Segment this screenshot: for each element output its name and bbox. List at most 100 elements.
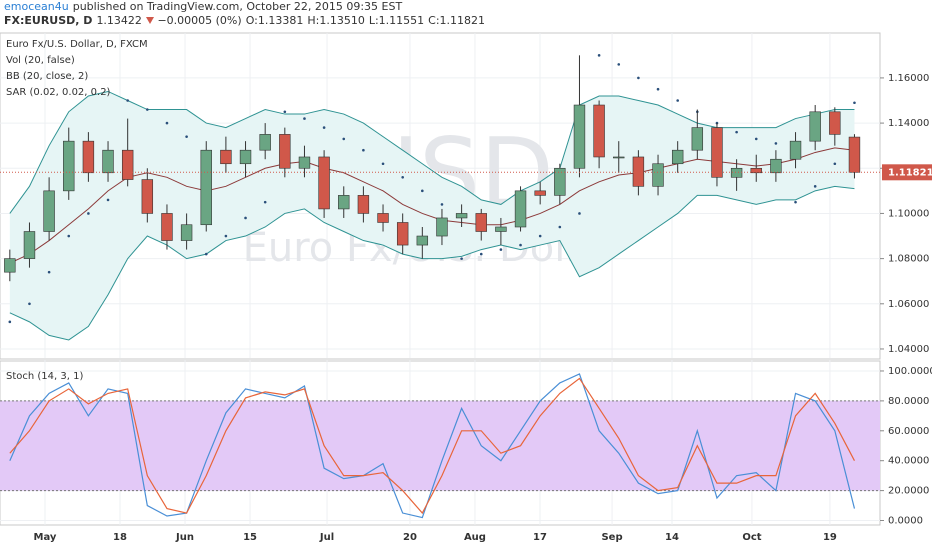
sar-dot — [833, 162, 837, 166]
y-tick-label: 40.0000 — [888, 456, 929, 467]
open: O:1.13381 — [245, 14, 304, 27]
sar-dot — [460, 257, 463, 260]
sar-dot — [47, 270, 51, 274]
indicator-label: Vol (20, false) — [6, 55, 75, 66]
candle-body — [730, 167, 743, 178]
x-tick-label: Sep — [601, 532, 622, 543]
sar-dot — [342, 137, 346, 141]
indicator-label: BB (20, close, 2) — [6, 71, 88, 82]
sar-dot — [146, 108, 149, 111]
sar-dot — [637, 76, 640, 80]
bb-line — [9, 185, 855, 341]
candle-body — [632, 156, 645, 187]
candle-body — [141, 179, 154, 214]
sar-dot — [853, 101, 856, 105]
x-tick-label: Aug — [464, 532, 486, 543]
author[interactable]: emocean4u — [4, 0, 69, 13]
candle-body — [652, 163, 664, 187]
bb-line — [9, 90, 855, 214]
candle-body — [23, 231, 36, 259]
candle-body — [613, 156, 625, 159]
x-tick-label: May — [34, 532, 57, 543]
candle-body — [809, 111, 821, 142]
sar-dot — [676, 99, 679, 102]
candle-body — [338, 195, 350, 210]
candle-body — [495, 226, 507, 232]
candle-body — [554, 167, 566, 196]
sar-dot — [794, 200, 797, 204]
sar-dot — [283, 110, 287, 114]
sar-dot — [813, 185, 817, 188]
candle-body — [691, 127, 704, 151]
candle-body — [279, 134, 291, 169]
candle-body — [63, 140, 75, 192]
indicator-label: SAR (0.02, 0.02, 0.2) — [6, 87, 111, 98]
x-tick-label: Jul — [319, 532, 334, 543]
candle-body — [573, 104, 586, 169]
sar-dot — [67, 234, 71, 238]
candle-body — [593, 104, 605, 158]
candle-body — [711, 127, 723, 178]
last: 1.13422 — [96, 14, 142, 27]
candle-body — [789, 140, 802, 160]
candle-body — [377, 213, 389, 223]
y-tick-label: 1.06000 — [888, 299, 929, 310]
candle-body — [298, 156, 311, 169]
y-tick-label: 1.16000 — [888, 73, 929, 84]
y-tick-label: 1.10000 — [888, 208, 929, 219]
last-price-badge — [882, 164, 932, 181]
candle-body — [180, 224, 193, 241]
candle-body — [848, 136, 861, 173]
sar-dot — [126, 99, 129, 102]
sar-dot — [479, 252, 483, 256]
candle-body — [318, 156, 330, 210]
stoch-line — [9, 373, 856, 519]
candle-body — [121, 149, 134, 180]
sar-dot — [617, 63, 621, 66]
candle-body — [475, 213, 487, 232]
sar-dot — [401, 176, 404, 179]
x-tick-label: 18 — [113, 532, 127, 543]
candle-body — [200, 149, 212, 226]
y-tick-label: 80.0000 — [888, 396, 929, 407]
stoch-line — [9, 377, 855, 515]
sar-dot — [204, 252, 208, 256]
sar-dot — [597, 54, 601, 57]
sar-dot — [421, 189, 424, 193]
close: C:1.11821 — [428, 14, 486, 27]
sar-dot — [519, 243, 522, 247]
candle-body — [436, 217, 448, 237]
y-tick-label: 100.0000 — [888, 366, 932, 377]
candle-body — [239, 149, 252, 165]
x-tick-label: 19 — [823, 532, 837, 543]
sar-dot — [185, 135, 188, 138]
sar-dot — [224, 234, 228, 238]
candle-body — [259, 134, 271, 151]
sar-dot — [381, 162, 385, 166]
sar-dot — [440, 203, 444, 206]
sar-dot — [106, 198, 110, 202]
candle-body — [161, 213, 173, 241]
sar-dot — [754, 137, 758, 141]
x-tick-label: 20 — [403, 532, 417, 543]
x-tick-label: 15 — [243, 532, 257, 543]
last-price-label: 1.11821 — [888, 167, 932, 178]
header: emocean4u published on TradingView.com, O… — [4, 0, 489, 28]
x-tick-label: Jun — [175, 532, 194, 543]
header-line: emocean4u published on TradingView.com, O… — [4, 0, 489, 14]
low: L:1.11551 — [368, 14, 425, 27]
pane-title: Euro Fx/U.S. Dollar, D, FXCM — [6, 39, 148, 50]
candle-body — [82, 140, 95, 174]
candle-body — [829, 111, 841, 135]
candle-body — [357, 195, 370, 214]
candle-body — [43, 190, 55, 232]
sar-dot — [244, 216, 247, 220]
candle-body — [220, 149, 232, 165]
candle-body — [102, 149, 114, 174]
pane-title: Stoch (14, 3, 1) — [6, 371, 83, 382]
candle-body — [396, 222, 409, 246]
candle-body — [416, 235, 429, 246]
candle-body — [455, 213, 468, 219]
